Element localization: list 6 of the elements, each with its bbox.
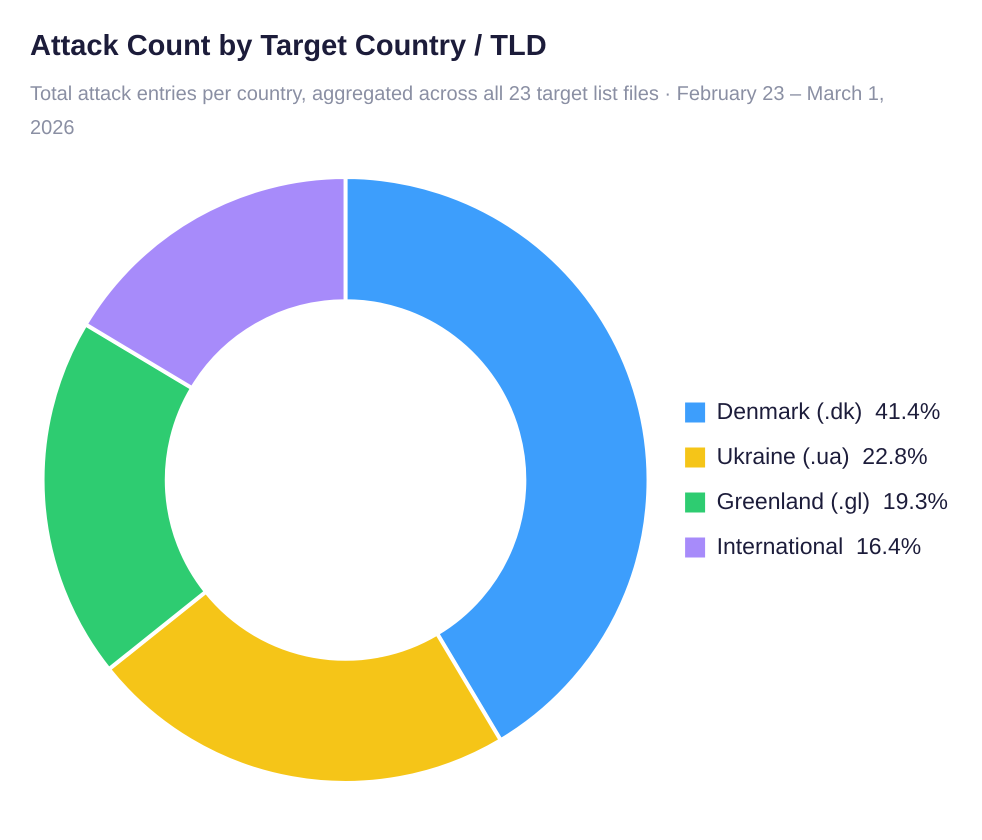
chart-subtitle: Total attack entries per country, aggregated across all 23 target list files · February 23 – March 1, 2026 xyxy=(30,82,886,141)
legend-label: Ukraine (.ua) 22.8% xyxy=(716,442,928,469)
legend-label: Greenland (.gl) 19.3% xyxy=(716,488,948,514)
legend-label: Denmark (.dk) 41.4% xyxy=(716,398,940,424)
chart-title: Attack Count by Target Country / TLD xyxy=(30,30,548,63)
legend-label: International 16.4% xyxy=(716,532,922,559)
